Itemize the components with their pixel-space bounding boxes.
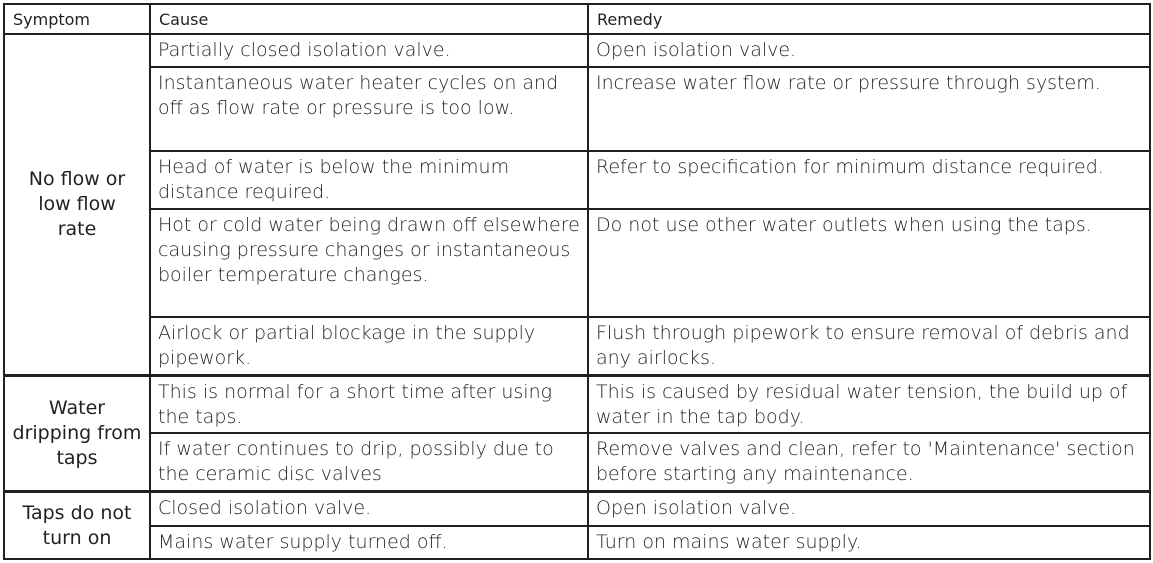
cause-cell: Closed isolation valve. bbox=[149, 490, 589, 527]
symptom-cell: No flow or low flow rate bbox=[3, 32, 151, 377]
table-row: Instantaneous water heater cycles on and… bbox=[4, 66, 1151, 152]
remedy-cell: This is caused by residual water tension… bbox=[587, 373, 1151, 435]
table-row: Hot or cold water being drawn off elsewh… bbox=[4, 207, 1151, 319]
remedy-cell: Increase water flow rate or pressure thr… bbox=[587, 66, 1151, 152]
remedy-cell: Flush through pipework to ensure removal… bbox=[587, 316, 1151, 377]
cause-header: Cause bbox=[149, 3, 589, 35]
table-row: Taps do not turn on Closed isolation val… bbox=[3, 490, 1151, 561]
table-row: If water continues to drip, possibly due… bbox=[4, 432, 1151, 493]
cause-cell: This is normal for a short time after us… bbox=[149, 373, 589, 435]
header-row: Symptom Cause Remedy bbox=[3, 3, 1151, 35]
remedy-cell: Turn on mains water supply. bbox=[587, 524, 1151, 561]
table-row: Head of water is below the minimum dista… bbox=[4, 149, 1151, 210]
table-row: Water dripping from taps This is normal … bbox=[3, 373, 1151, 493]
table-row: Mains water supply turned off. Turn on m… bbox=[4, 524, 1151, 561]
remedy-cell: Open isolation valve. bbox=[587, 490, 1151, 527]
troubleshooting-table: Symptom Cause Remedy No flow or low flow… bbox=[3, 3, 1151, 561]
cause-cell: Head of water is below the minimum dista… bbox=[149, 149, 589, 210]
cause-cell: If water continues to drip, possibly due… bbox=[149, 432, 589, 493]
cause-cell: Airlock or partial blockage in the suppl… bbox=[149, 316, 589, 377]
cause-cell: Instantaneous water heater cycles on and… bbox=[149, 66, 589, 152]
table-row: No flow or low flow rate Partially close… bbox=[3, 32, 1151, 377]
table-row: Airlock or partial blockage in the suppl… bbox=[4, 316, 1151, 377]
symptom-header: Symptom bbox=[3, 3, 151, 35]
symptom-cell: Taps do not turn on bbox=[3, 490, 151, 561]
remedy-header: Remedy bbox=[587, 3, 1151, 35]
symptom-cell: Water dripping from taps bbox=[3, 373, 151, 493]
remedy-cell: Remove valves and clean, refer to 'Maint… bbox=[587, 432, 1151, 493]
remedy-cell: Open isolation valve. bbox=[587, 32, 1151, 69]
cause-cell: Mains water supply turned off. bbox=[149, 524, 589, 561]
remedy-cell: Refer to specification for minimum dista… bbox=[587, 149, 1151, 210]
cause-cell: Hot or cold water being drawn off elsewh… bbox=[149, 207, 589, 319]
remedy-cell: Do not use other water outlets when usin… bbox=[587, 207, 1151, 319]
cause-cell: Partially closed isolation valve. bbox=[149, 32, 589, 69]
